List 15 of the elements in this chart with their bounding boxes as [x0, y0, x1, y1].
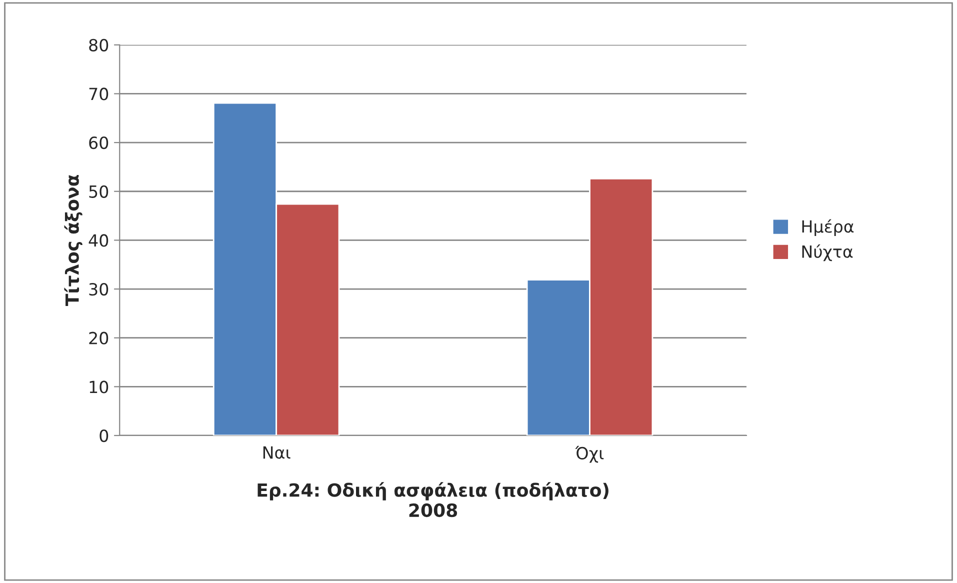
y-tick-label: 70 — [89, 88, 108, 100]
y-tick-label: 20 — [89, 332, 108, 344]
y-axis-title: Τίτλος άξονα — [64, 175, 82, 306]
y-tick-label: 0 — [100, 429, 108, 442]
y-tick-label: 40 — [88, 234, 108, 247]
legend-label: Νύχτα — [802, 244, 853, 262]
x-tick-label: Όχι — [575, 446, 604, 463]
x-axis-title: Ερ.24: Οδική ασφάλεια (ποδήλατο) 2008 — [258, 482, 608, 518]
y-tick-label: 50 — [89, 185, 108, 198]
legend-label: Ημέρα — [802, 219, 854, 236]
y-tick-label: 60 — [89, 136, 108, 150]
y-tick-label: 80 — [89, 38, 108, 52]
x-tick-label: Ναι — [263, 446, 290, 459]
y-tick-label: 30 — [89, 282, 108, 296]
y-tick-label: 10 — [90, 380, 108, 394]
